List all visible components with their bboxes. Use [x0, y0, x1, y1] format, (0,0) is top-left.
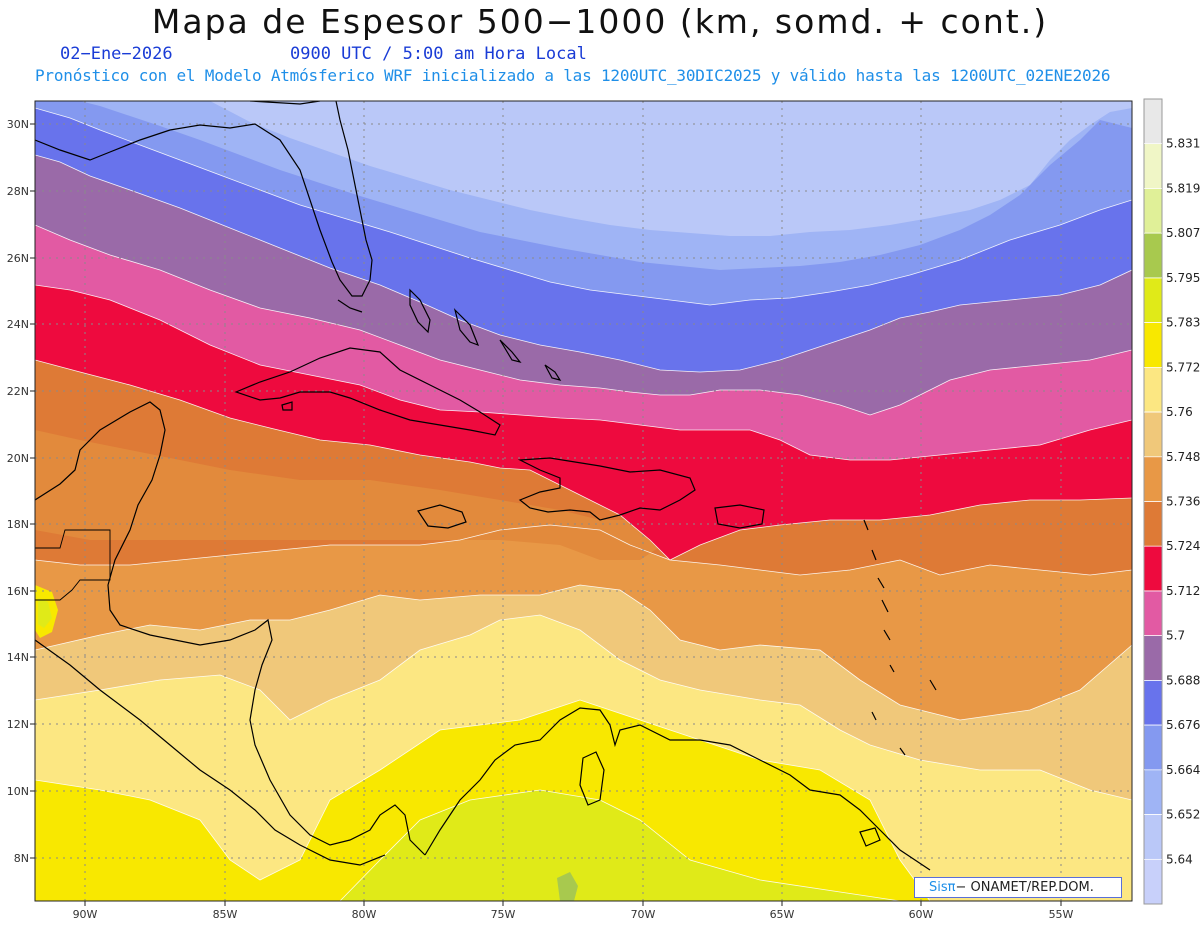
lon-label: 75W	[491, 908, 516, 921]
legend-level-label: 5.724	[1166, 539, 1200, 553]
forecast-date: 02−Ene−2026	[60, 44, 173, 64]
lat-label: 26N	[7, 252, 29, 265]
legend-swatch	[1143, 322, 1163, 368]
lat-label: 24N	[7, 318, 29, 331]
legend-level-label: 5.795	[1166, 271, 1200, 285]
map-title: Mapa de Espesor 500−1000 (km, somd. + co…	[151, 2, 1049, 41]
legend-swatch	[1143, 814, 1163, 860]
legend-swatch	[1143, 456, 1163, 502]
longitude-labels: 90W 85W 80W 75W 70W 65W 60W 55W	[73, 908, 1074, 921]
legend-level-label: 5.652	[1166, 808, 1200, 822]
legend-swatch	[1143, 545, 1163, 592]
lat-label: 30N	[7, 118, 29, 131]
legend-swatch	[1143, 277, 1163, 323]
patch-warm-west-core	[38, 598, 52, 628]
legend-level-label: 5.807	[1166, 226, 1200, 240]
legend-level-label: 5.76	[1166, 405, 1193, 419]
forecast-description: Pronóstico con el Modelo Atmósferico WRF…	[35, 66, 1111, 85]
axis-ticks	[30, 123, 1062, 906]
plot-frame	[34, 100, 1133, 902]
lat-label: 16N	[7, 585, 29, 598]
legend-level-label: 5.783	[1166, 316, 1200, 330]
legend-swatch	[1143, 590, 1163, 636]
forecast-time: 0900 UTC / 5:00 am Hora Local	[290, 44, 587, 64]
legend-level-label: 5.736	[1166, 495, 1200, 509]
contour-lines	[35, 107, 1132, 901]
lat-label: 12N	[7, 718, 29, 731]
legend-level-label: 5.64	[1166, 852, 1193, 866]
lat-label: 20N	[7, 452, 29, 465]
latitude-labels: 30N 28N 26N 24N 22N 20N 18N 16N 14N 12N …	[7, 118, 29, 865]
lon-label: 70W	[631, 908, 656, 921]
legend-level-label: 5.819	[1166, 181, 1200, 195]
legend-level-label: 5.676	[1166, 718, 1200, 732]
legend-swatch	[1143, 232, 1163, 279]
legend-swatch	[1143, 411, 1163, 458]
lat-label: 28N	[7, 185, 29, 198]
band-5724-inner	[35, 430, 670, 560]
organization-label: − ONAMET/REP.DOM.	[955, 880, 1094, 895]
legend-level-label: 5.7	[1166, 629, 1185, 643]
lat-label: 8N	[14, 852, 29, 865]
thickness-contour-fill	[35, 101, 1132, 901]
legend-level-label: 5.748	[1166, 450, 1200, 464]
lon-label: 90W	[73, 908, 98, 921]
legend-swatch	[1143, 635, 1163, 681]
brand-label: Sisπ	[929, 880, 956, 895]
credit-box: Sisπ− ONAMET/REP.DOM.	[914, 877, 1122, 898]
lon-label: 85W	[213, 908, 238, 921]
lon-label: 80W	[352, 908, 377, 921]
legend-swatch	[1143, 98, 1163, 145]
lat-label: 10N	[7, 785, 29, 798]
lat-label: 22N	[7, 385, 29, 398]
legend-swatch	[1143, 769, 1163, 815]
graticule	[35, 101, 1132, 901]
lat-label: 18N	[7, 518, 29, 531]
lat-label: 14N	[7, 651, 29, 664]
legend-level-label: 5.688	[1166, 673, 1200, 687]
coastlines	[35, 101, 937, 871]
patch-green	[557, 872, 578, 901]
lon-label: 65W	[770, 908, 795, 921]
legend-swatch	[1143, 188, 1163, 234]
legend-swatch	[1143, 367, 1163, 413]
legend-swatch	[1143, 501, 1163, 547]
legend-level-label: 5.772	[1166, 360, 1200, 374]
lon-label: 55W	[1049, 908, 1074, 921]
legend-swatch	[1143, 858, 1163, 905]
lon-label: 60W	[909, 908, 934, 921]
band-5640	[210, 101, 1132, 236]
legend-level-label: 5.831	[1166, 137, 1200, 151]
legend-swatch	[1143, 143, 1163, 189]
legend-level-label: 5.664	[1166, 763, 1200, 777]
legend-swatch	[1143, 724, 1163, 771]
legend-level-label: 5.712	[1166, 584, 1200, 598]
color-scale-legend: 5.831 5.819 5.807 5.795 5.783 5.772 5.76 5.748 5…	[1143, 98, 1200, 905]
legend-swatch	[1143, 680, 1163, 726]
